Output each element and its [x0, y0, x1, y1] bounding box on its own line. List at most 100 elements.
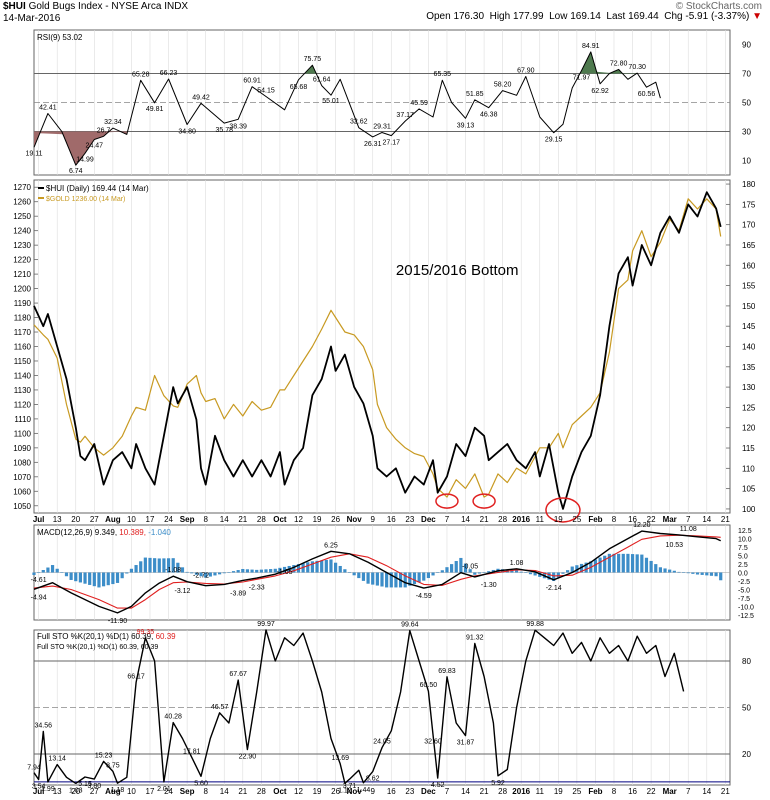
rsi-value-label: 75.75: [304, 56, 322, 63]
x-tick-label: 13: [53, 787, 62, 796]
macd-hist-bar: [162, 558, 166, 573]
open-value: 176.30: [453, 11, 485, 22]
macd-hist-bar: [366, 572, 370, 584]
rsi-value-label: 32.34: [104, 119, 122, 126]
macd-hist-bar: [408, 572, 412, 586]
chg-label: Chg: [664, 11, 683, 22]
macd-hist-bar: [487, 571, 491, 573]
price-right-tick-label: 165: [742, 241, 756, 250]
x-tick-label: 21: [480, 515, 489, 524]
price-left-tick-label: 1120: [14, 400, 32, 409]
price-right-tick-label: 180: [742, 180, 756, 189]
sto-value-label: 91.32: [466, 634, 484, 641]
rsi-value-label: 49.81: [146, 106, 164, 113]
x-tick-label: 7: [686, 515, 691, 524]
macd-hist-bar: [561, 572, 565, 574]
rsi-value-label: 42.41: [39, 105, 57, 112]
x-tick-label: 24: [164, 515, 173, 524]
price-left-tick-label: 1050: [13, 502, 31, 511]
macd-hist-bar: [245, 569, 250, 573]
sto-value-label: 66.17: [127, 673, 145, 680]
x-tick-label: 21: [238, 515, 247, 524]
macd-hist-bar: [695, 572, 700, 575]
bottom-circle-annotation: [472, 493, 496, 509]
macd-tick-label: 10.0: [738, 537, 752, 544]
x-tick-label: Nov: [347, 515, 363, 524]
x-tick-label: 14: [461, 787, 470, 796]
rsi-value-label: 61.64: [313, 77, 331, 84]
rsi-value-label: 60.91: [243, 78, 261, 85]
sto-value-label: 1.12: [338, 787, 352, 794]
macd-tick-label: 0.0: [738, 571, 748, 578]
macd-tick-label: 2.5: [738, 562, 748, 569]
price-left-tick-label: 1190: [14, 299, 32, 308]
x-tick-label: 26: [331, 787, 340, 796]
x-tick-label: Nov: [347, 787, 363, 796]
x-tick-label: 27: [90, 515, 99, 524]
macd-hist-bar: [533, 572, 537, 576]
macd-hist-bar: [231, 571, 236, 573]
macd-hist-bar: [357, 572, 361, 579]
macd-tick-label: -12.5: [738, 613, 754, 620]
macd-hist-bar: [264, 569, 268, 573]
x-tick-label: 14: [702, 515, 711, 524]
sto-value-label: 1.18: [111, 787, 125, 794]
macd-hist-bar: [115, 572, 120, 583]
x-tick-label: 21: [238, 787, 247, 796]
price-right-tick-label: 110: [742, 464, 755, 473]
x-tick-label: 28: [498, 515, 507, 524]
macd-hist-bar: [524, 572, 528, 573]
x-tick-label: 10: [127, 515, 136, 524]
macd-hist-bar: [296, 564, 301, 573]
macd-hist-bar: [171, 558, 175, 573]
x-tick-label: 7: [686, 787, 691, 796]
price-left-tick-label: 1150: [14, 357, 32, 366]
price-left-tick-label: 1140: [14, 371, 32, 380]
macd-hist-bar: [556, 572, 560, 578]
x-tick-label: 22: [647, 787, 656, 796]
macd-hist-bar: [213, 572, 217, 576]
macd-hist-bar: [528, 572, 533, 575]
macd-value-label: -1.30: [481, 582, 497, 589]
rsi-value-label: 34.80: [178, 129, 196, 136]
rsi-tick-label: 10: [742, 157, 751, 166]
rsi-value-label: 29.15: [545, 137, 563, 144]
macd-value-label: -0.05: [462, 564, 478, 571]
macd-hist-bar: [394, 572, 398, 588]
macd-hist-bar: [134, 565, 138, 573]
macd-hist-bar: [334, 562, 338, 573]
sto-value-label: 7.94: [27, 765, 41, 772]
macd-hist-bar: [74, 572, 78, 582]
rsi-value-label: 39.13: [457, 122, 475, 129]
price-right-tick-label: 145: [742, 322, 756, 331]
macd-hist-bar: [292, 565, 296, 573]
sto-value-label: 2.01: [157, 786, 171, 793]
x-tick-label: 14: [461, 515, 470, 524]
macd-hist-bar: [46, 567, 50, 573]
price-left-tick-label: 1180: [14, 314, 32, 323]
sto-value-label: 5.92: [491, 780, 505, 787]
sto-value-label: 32.60: [424, 738, 442, 745]
x-tick-label: Mar: [663, 515, 677, 524]
high-label: High: [489, 11, 511, 22]
sto-value-label: 46.57: [211, 704, 229, 711]
x-tick-label: 23: [405, 787, 414, 796]
sto-value-label: 1.03: [69, 787, 83, 794]
x-tick-label: Aug: [105, 787, 121, 796]
x-tick-label: 27: [90, 787, 99, 796]
macd-hist-bar: [92, 572, 96, 587]
rsi-value-label: 45.59: [410, 100, 428, 107]
macd-hist-bar: [593, 559, 598, 573]
high-value: 177.99: [512, 11, 544, 22]
x-tick-label: 11: [536, 515, 545, 524]
macd-hist-bar: [454, 561, 458, 573]
index-name: Gold Bugs Index - NYSE Arca INDX: [28, 1, 189, 12]
sto-value-label: 3.71: [343, 783, 357, 790]
macd-hist-bar: [389, 572, 393, 588]
macd-value-label: -2.33: [249, 584, 265, 591]
rsi-tick-label: 70: [742, 70, 751, 79]
x-tick-label: Oct: [273, 515, 287, 524]
macd-hist-bar: [375, 572, 379, 586]
macd-value-label: 12.20: [633, 522, 651, 529]
